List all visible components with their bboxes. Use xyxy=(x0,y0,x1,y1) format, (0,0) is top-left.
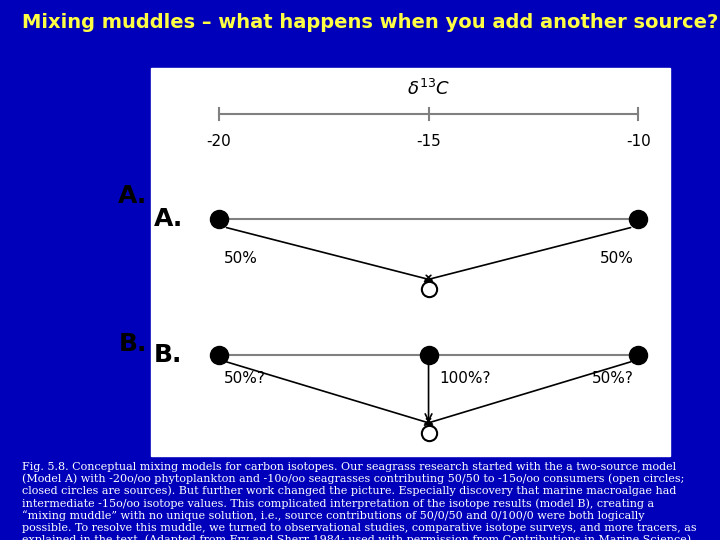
Text: -20: -20 xyxy=(206,133,231,148)
Text: 100%?: 100%? xyxy=(439,371,490,386)
Text: 50%: 50% xyxy=(224,251,258,266)
Text: A.: A. xyxy=(118,184,148,208)
Text: 50%?: 50%? xyxy=(224,371,266,386)
Text: 50%: 50% xyxy=(600,251,634,266)
Text: B.: B. xyxy=(154,343,182,367)
Text: -15: -15 xyxy=(416,133,441,148)
Text: B.: B. xyxy=(120,332,148,355)
Text: Mixing muddles – what happens when you add another source?: Mixing muddles – what happens when you a… xyxy=(22,14,718,32)
Text: -10: -10 xyxy=(626,133,651,148)
Text: 50%?: 50%? xyxy=(591,371,634,386)
Text: Fig. 5.8. Conceptual mixing models for carbon isotopes. Our seagrass research st: Fig. 5.8. Conceptual mixing models for c… xyxy=(22,462,696,540)
Text: $\delta^{13}$C: $\delta^{13}$C xyxy=(407,79,450,99)
Text: A.: A. xyxy=(154,207,183,231)
